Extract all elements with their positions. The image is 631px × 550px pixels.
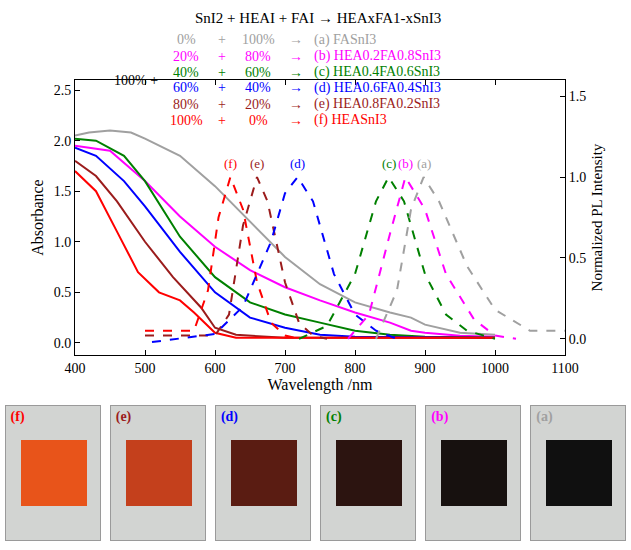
- svg-text:(f) HEASnI3: (f) HEASnI3: [314, 112, 387, 128]
- svg-text:0.5: 0.5: [54, 285, 72, 300]
- svg-text:900: 900: [415, 361, 436, 376]
- svg-text:Wavelength /nm: Wavelength /nm: [268, 376, 373, 394]
- svg-text:→: →: [289, 80, 303, 95]
- svg-text:40%: 40%: [245, 80, 271, 95]
- svg-text:600: 600: [205, 361, 226, 376]
- svg-text:(e) HEA0.8FA0.2SnI3: (e) HEA0.8FA0.2SnI3: [314, 96, 440, 112]
- svg-text:(a): (a): [417, 156, 431, 171]
- html-text:(e): (e): [115, 409, 132, 424]
- svg-text:100%: 100%: [170, 113, 203, 128]
- svg-text:2.5: 2.5: [54, 83, 72, 98]
- svg-text:700: 700: [275, 361, 296, 376]
- svg-text:400: 400: [65, 361, 86, 376]
- svg-text:(c): (c): [382, 156, 396, 171]
- svg-text:1.5: 1.5: [569, 89, 587, 104]
- svg-text:40%: 40%: [173, 65, 199, 80]
- svg-text:800: 800: [345, 361, 366, 376]
- svg-text:→: →: [289, 32, 303, 47]
- svg-text:Absorbance: Absorbance: [29, 179, 46, 255]
- svg-text:0%: 0%: [177, 32, 196, 47]
- svg-text:→: →: [289, 65, 303, 80]
- html-text:(b): (b): [431, 409, 449, 424]
- svg-text:1.0: 1.0: [54, 235, 72, 250]
- svg-text:+: +: [218, 49, 226, 64]
- svg-text:60%: 60%: [173, 80, 199, 95]
- svg-text:500: 500: [135, 361, 156, 376]
- svg-text:20%: 20%: [173, 49, 199, 64]
- svg-text:(c) HEA0.4FA0.6SnI3: (c) HEA0.4FA0.6SnI3: [314, 64, 440, 80]
- svg-text:0.0: 0.0: [569, 332, 587, 347]
- svg-text:Normalized PL Intensity: Normalized PL Intensity: [589, 143, 605, 291]
- svg-text:20%: 20%: [245, 97, 271, 112]
- svg-text:(e): (e): [250, 156, 264, 171]
- svg-text:(b) HEA0.2FA0.8SnI3: (b) HEA0.2FA0.8SnI3: [314, 48, 441, 64]
- svg-text:0.5: 0.5: [569, 251, 587, 266]
- svg-text:100% +: 100% +: [114, 73, 158, 88]
- svg-text:80%: 80%: [173, 97, 199, 112]
- svg-text:(f): (f): [224, 156, 237, 171]
- svg-text:→: →: [289, 113, 303, 128]
- svg-text:+: +: [218, 65, 226, 80]
- svg-text:+: +: [218, 97, 226, 112]
- svg-text:100%: 100%: [242, 32, 275, 47]
- svg-text:0.0: 0.0: [54, 336, 72, 351]
- svg-text:(a) FASnI3: (a) FASnI3: [314, 32, 376, 48]
- svg-text:→: →: [289, 49, 303, 64]
- svg-text:SnI2 + HEAI + FAI → HEAxFA1-xS: SnI2 + HEAI + FAI → HEAxFA1-xSnI3: [195, 10, 441, 26]
- svg-text:→: →: [289, 97, 303, 112]
- svg-text:+: +: [218, 113, 226, 128]
- svg-text:(d): (d): [290, 156, 305, 171]
- svg-text:(b): (b): [398, 156, 413, 171]
- svg-text:(d) HEA0.6FA0.4SnI3: (d) HEA0.6FA0.4SnI3: [314, 80, 441, 96]
- svg-text:1000: 1000: [481, 361, 509, 376]
- svg-text:1100: 1100: [551, 361, 578, 376]
- svg-text:1.0: 1.0: [569, 170, 587, 185]
- html-text:(f): (f): [10, 409, 25, 424]
- svg-text:1.5: 1.5: [54, 184, 72, 199]
- html-text:(a): (a): [536, 409, 553, 424]
- svg-text:+: +: [218, 80, 226, 95]
- svg-text:2.0: 2.0: [54, 134, 72, 149]
- html-text:(c): (c): [326, 409, 342, 424]
- svg-text:80%: 80%: [245, 49, 271, 64]
- svg-text:0%: 0%: [249, 113, 268, 128]
- svg-text:+: +: [218, 32, 226, 47]
- svg-text:60%: 60%: [245, 65, 271, 80]
- html-text:(d): (d): [220, 409, 238, 424]
